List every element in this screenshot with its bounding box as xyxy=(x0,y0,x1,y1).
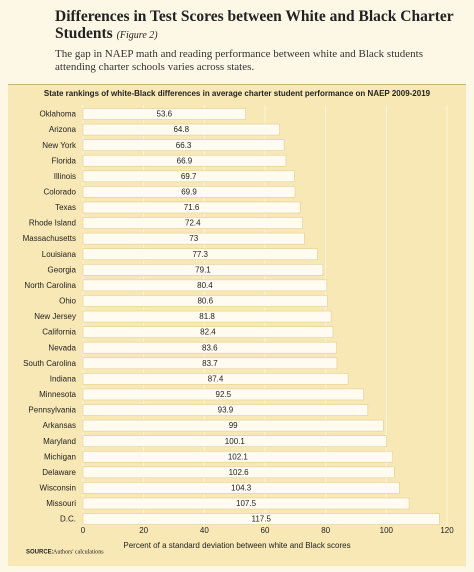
bar xyxy=(82,170,295,183)
value-label: 81.8 xyxy=(199,312,215,321)
bar xyxy=(82,279,328,292)
y-tick-label: Texas xyxy=(55,203,76,212)
y-tick-label: Ohio xyxy=(59,297,76,306)
source-label: SOURCE: xyxy=(26,550,54,556)
chart: State rankings of white-Black difference… xyxy=(8,84,466,566)
chart-title: Differences in Test Scores between White… xyxy=(55,8,454,42)
bar xyxy=(82,482,400,494)
bar xyxy=(82,373,349,385)
bar xyxy=(82,295,328,307)
y-tick-label: North Carolina xyxy=(24,281,76,290)
value-label: 100.1 xyxy=(225,437,246,446)
y-tick-label: Georgia xyxy=(48,265,77,274)
y-tick-label: Oklahoma xyxy=(40,110,77,119)
bar xyxy=(82,419,384,432)
panel-title: State rankings of white-Black difference… xyxy=(44,89,431,98)
x-tick-label: 60 xyxy=(261,526,270,535)
value-label: 79.1 xyxy=(195,265,211,274)
value-label: 107.5 xyxy=(236,499,257,508)
bar xyxy=(82,217,303,229)
x-tick-label: 100 xyxy=(380,526,394,535)
bar xyxy=(82,123,280,136)
value-label: 80.6 xyxy=(197,297,213,306)
bar xyxy=(82,435,387,447)
y-tick-label: California xyxy=(42,328,76,337)
value-label: 72.4 xyxy=(185,219,201,228)
y-tick-label: Rhode Island xyxy=(29,219,76,228)
value-label: 64.8 xyxy=(173,125,189,134)
value-label: 93.9 xyxy=(218,406,234,415)
subtitle: The gap in NAEP math and reading perform… xyxy=(55,48,423,73)
bar xyxy=(82,388,364,401)
x-tick-label: 120 xyxy=(440,526,454,535)
y-tick-label: Delaware xyxy=(42,468,76,477)
y-tick-label: Maryland xyxy=(43,437,76,446)
bar xyxy=(82,154,287,167)
value-label: 117.5 xyxy=(251,515,271,524)
y-tick-label: Indiana xyxy=(50,374,77,383)
value-label: 92.5 xyxy=(216,390,232,399)
y-tick-label: South Carolina xyxy=(23,359,76,368)
title-block: Differences in Test Scores between White… xyxy=(55,8,460,44)
value-label: 66.3 xyxy=(176,141,192,150)
value-label: 99 xyxy=(229,421,238,430)
y-tick-label: Nevada xyxy=(48,343,76,352)
x-tick-label: 0 xyxy=(81,526,86,535)
value-label: 66.9 xyxy=(177,156,193,165)
x-axis-label: Percent of a standard deviation between … xyxy=(123,541,350,550)
bar xyxy=(82,513,440,525)
bar xyxy=(82,201,301,214)
y-tick-label: Arkansas xyxy=(43,421,76,430)
y-tick-label: Massachusetts xyxy=(23,234,76,243)
y-tick-label: Minnesota xyxy=(39,390,76,399)
value-label: 69.9 xyxy=(181,188,197,197)
bar xyxy=(82,450,394,463)
bar xyxy=(82,186,296,198)
value-label: 80.4 xyxy=(197,281,213,290)
bar xyxy=(82,404,369,416)
bar xyxy=(82,310,332,323)
bar xyxy=(82,357,338,370)
title-note: (Figure 2) xyxy=(116,30,158,41)
x-tick-label: 20 xyxy=(139,526,148,535)
value-label: 83.7 xyxy=(202,359,218,368)
source: Authors' calculations xyxy=(53,549,104,555)
bar xyxy=(82,248,318,261)
y-tick-label: Michigan xyxy=(44,452,76,461)
value-label: 104.3 xyxy=(231,484,252,493)
y-tick-label: New Jersey xyxy=(34,312,76,321)
value-label: 83.6 xyxy=(202,343,218,352)
y-tick-label: Wisconsin xyxy=(40,484,76,493)
y-tick-label: Missouri xyxy=(46,499,76,508)
y-tick-label: D.C. xyxy=(60,515,76,524)
bar xyxy=(82,232,305,245)
value-label: 69.7 xyxy=(181,172,197,181)
x-tick-label: 80 xyxy=(321,526,330,535)
y-tick-label: Colorado xyxy=(44,188,77,197)
value-label: 102.1 xyxy=(228,452,249,461)
bar xyxy=(82,139,285,151)
value-label: 77.3 xyxy=(192,250,208,259)
x-tick-label: 40 xyxy=(200,526,209,535)
value-label: 87.4 xyxy=(208,374,224,383)
value-label: 71.6 xyxy=(184,203,200,212)
bar xyxy=(82,108,246,120)
y-tick-label: Arizona xyxy=(49,125,77,134)
y-tick-label: Pennsylvania xyxy=(28,406,76,415)
value-label: 53.6 xyxy=(157,110,173,119)
bar xyxy=(82,341,337,354)
y-tick-label: Louisiana xyxy=(42,250,77,259)
y-tick-label: New York xyxy=(42,141,77,150)
bar xyxy=(82,497,410,510)
value-label: 102.6 xyxy=(229,468,250,477)
value-label: 82.4 xyxy=(200,328,216,337)
value-label: 73 xyxy=(189,234,198,243)
header: Differences in Test Scores between White… xyxy=(55,8,460,74)
bar xyxy=(82,466,395,479)
bar xyxy=(82,264,324,276)
y-tick-label: Illinois xyxy=(54,172,76,181)
bar xyxy=(82,326,334,338)
y-tick-label: Florida xyxy=(52,156,77,165)
